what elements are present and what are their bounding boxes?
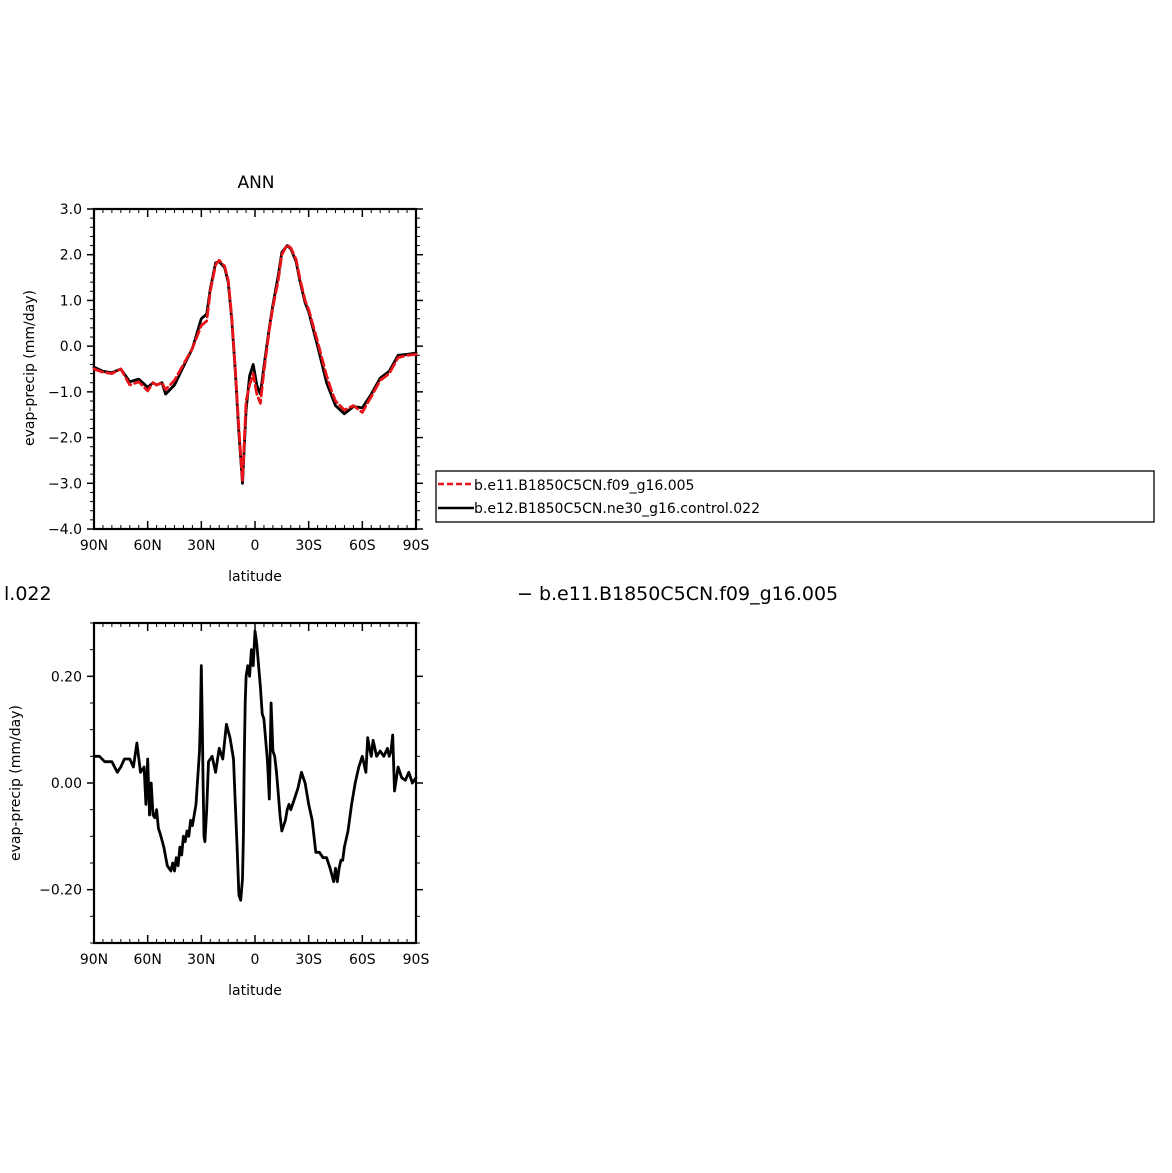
x-tick-label: 90N [80, 538, 108, 554]
x-tick-label: 30S [295, 952, 322, 968]
top-y-axis-label: evap-precip (mm/day) [22, 290, 38, 446]
y-tick-label: −3.0 [48, 476, 82, 492]
y-tick-label: 0.00 [51, 776, 82, 792]
legend: b.e11.B1850C5CN.f09_g16.005 b.e12.B1850C… [435, 470, 1155, 523]
y-tick-label: −2.0 [48, 431, 82, 447]
y-tick-label: −0.20 [39, 883, 82, 899]
x-tick-label: 90S [403, 538, 430, 554]
legend-entry-label: b.e11.B1850C5CN.f09_g16.005 [474, 478, 694, 494]
legend-entry-label: b.e12.B1850C5CN.ne30_g16.control.022 [474, 501, 760, 517]
series-line [92, 244, 418, 485]
legend-box [435, 470, 1155, 523]
x-tick-label: 90S [403, 952, 430, 968]
x-tick-label: 30N [187, 952, 215, 968]
plot-frame [92, 621, 418, 945]
series-line [92, 629, 418, 902]
bottom-x-axis-label: latitude [228, 983, 282, 999]
top-plot-area: 90N 60N 30N 0 30S 60S 90S −4.0 −3.0 −2.0 −1.0 0.0 1.… [48, 202, 429, 554]
y-tick-label: 1.0 [60, 293, 82, 309]
x-tick-label: 0 [251, 538, 260, 554]
x-tick-label: 60N [134, 538, 162, 554]
x-tick-label: 60S [349, 538, 376, 554]
y-tick-label: 3.0 [60, 202, 82, 218]
y-tick-label: 2.0 [60, 248, 82, 264]
bottom-panel: l.022 − b.e11.B1850C5CN.f09_g16.005 90N 6… [4, 583, 838, 999]
y-tick-label: 0.0 [60, 339, 82, 355]
x-tick-label: 30N [187, 538, 215, 554]
x-tick-label: 30S [295, 538, 322, 554]
x-tick-label: 60S [349, 952, 376, 968]
y-tick-label: −4.0 [48, 522, 82, 538]
bottom-title-fragment-right: − b.e11.B1850C5CN.f09_g16.005 [517, 583, 838, 605]
top-chart-title: ANN [237, 173, 274, 193]
bottom-y-axis-label: evap-precip (mm/day) [8, 705, 24, 861]
bottom-title-fragment-left: l.022 [4, 583, 52, 605]
bottom-plot-area: 90N 60N 30N 0 30S 60S 90S −0.20 0.00 0.20 [39, 621, 430, 968]
series-line [92, 243, 418, 483]
x-tick-label: 0 [251, 952, 260, 968]
x-tick-label: 60N [134, 952, 162, 968]
top-x-axis-label: latitude [228, 569, 282, 585]
y-tick-label: 0.20 [51, 669, 82, 685]
top-panel: ANN 90N 60N 30N 0 30S 60S 90S −4.0 −3.0 −2.0 −1.0 0… [22, 173, 429, 585]
y-tick-label: −1.0 [48, 385, 82, 401]
x-tick-label: 90N [80, 952, 108, 968]
